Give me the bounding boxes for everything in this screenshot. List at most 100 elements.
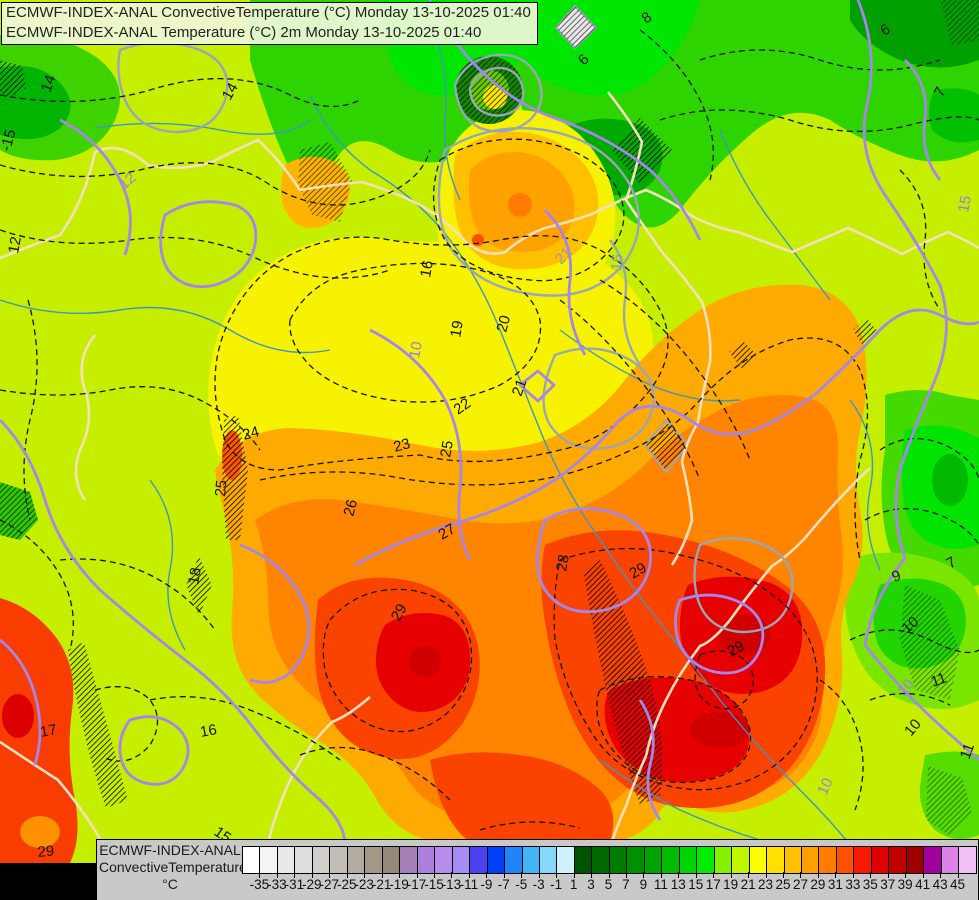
color-scale-labels: -35 -33 -31 -29 -27 -25 -23 -21 -19 -17 -15 -13 -11-… — [242, 877, 975, 895]
legend-tick-label: 41 — [915, 877, 931, 892]
legend-cell — [417, 847, 436, 873]
legend-tick-label: -21 — [371, 877, 392, 892]
legend-cell — [312, 847, 331, 873]
contour-label: 29 — [37, 843, 55, 861]
legend-tick — [835, 872, 837, 878]
legend-cell — [609, 847, 628, 873]
legend-tick-label: -19 — [389, 877, 409, 892]
legend-tick-label: 39 — [897, 877, 913, 892]
map-edge-black-corner — [0, 863, 96, 900]
legend-cell — [435, 847, 453, 873]
legend-tick-label: -3 — [532, 877, 545, 892]
title-line-convective: ECMWF-INDEX-ANAL ConvectiveTemperature (… — [6, 4, 531, 21]
legend-tick — [311, 872, 313, 878]
legend-tick — [748, 872, 750, 878]
legend-tick — [364, 872, 366, 878]
legend-tick-label: -17 — [406, 877, 427, 892]
legend-tick — [503, 872, 505, 878]
contour-label: 20 — [493, 314, 514, 335]
legend-tick — [765, 872, 767, 878]
legend-cell — [470, 847, 488, 873]
color-scale-bar — [242, 846, 977, 874]
legend-tick — [276, 872, 278, 878]
contour-label: 29 — [725, 637, 748, 660]
legend-cell — [330, 847, 348, 873]
legend-tick — [783, 872, 785, 878]
legend-cell — [802, 847, 820, 873]
legend-cell — [906, 847, 925, 873]
legend-tick — [556, 872, 558, 878]
legend-tick — [800, 872, 802, 878]
legend-tick — [905, 872, 907, 878]
legend-tick-label: 37 — [880, 877, 896, 892]
legend-tick — [678, 872, 680, 878]
legend-tick — [381, 872, 383, 878]
legend-tick-label: 31 — [827, 877, 843, 892]
contour-label: -15 — [0, 128, 19, 153]
legend-cell — [592, 847, 610, 873]
gray-contour-lines — [117, 41, 794, 634]
legend-tick-label: 15 — [688, 877, 704, 892]
legend-tick-label: 5 — [604, 877, 613, 892]
contour-label: 28 — [553, 553, 573, 572]
map-title-box: ECMWF-INDEX-ANAL ConvectiveTemperature (… — [1, 2, 538, 45]
legend-cell — [871, 847, 890, 873]
legend-cell — [574, 847, 593, 873]
contour-label: 21 — [509, 377, 531, 398]
contour-label: 10 — [406, 340, 426, 359]
legend-cell — [749, 847, 768, 873]
legend-tick — [433, 872, 435, 878]
contour-label: 10 — [814, 775, 836, 797]
legend-tick-label: -35 — [249, 877, 270, 892]
contour-label: 14 — [219, 80, 242, 103]
legend-cell — [539, 847, 558, 873]
legend-tick — [922, 872, 924, 878]
legend-cell — [400, 847, 418, 873]
contour-label: 26 — [340, 498, 361, 519]
legend-tick-label: 43 — [932, 877, 948, 892]
legend-tick — [591, 872, 593, 878]
legend-tick-label: -15 — [424, 877, 444, 892]
legend-tick — [643, 872, 645, 878]
legend-cell — [365, 847, 383, 873]
purple-contour-lines — [0, 0, 979, 846]
legend-cell — [347, 847, 366, 873]
contour-label: 23 — [392, 435, 413, 456]
legend-cell — [662, 847, 680, 873]
legend-tick-label: -11 — [459, 877, 479, 892]
legend-cell — [487, 847, 506, 873]
contour-label: 25 — [437, 439, 457, 458]
contour-label: 24 — [241, 423, 262, 444]
legend-tick-label: 17 — [705, 877, 721, 892]
contour-label: 17 — [39, 721, 58, 741]
legend-cell — [941, 847, 960, 873]
legend-cell — [819, 847, 837, 873]
legend-cell — [767, 847, 785, 873]
legend-cell — [854, 847, 872, 873]
contour-label: 27 — [436, 520, 459, 543]
legend-cell — [505, 847, 523, 873]
legend-cell — [277, 847, 296, 873]
contour-label: 11 — [957, 741, 978, 761]
legend-tick — [416, 872, 418, 878]
legend-cell — [732, 847, 750, 873]
legend-tick-label: -25 — [336, 877, 357, 892]
contour-label: 18 — [185, 566, 205, 585]
contour-label: 16 — [417, 259, 437, 278]
contour-label: 29 — [627, 559, 650, 582]
legend-tick-label: -31 — [284, 877, 305, 892]
legend-tick-label: 45 — [950, 877, 966, 892]
dashed-contour-lines — [0, 29, 979, 831]
legend-tick — [346, 872, 348, 878]
legend-tick-label: -1 — [550, 877, 563, 892]
legend-tick — [451, 872, 453, 878]
legend-tick-label: 3 — [587, 877, 595, 892]
legend-tick — [957, 872, 959, 878]
legend-text-block: ECMWF-INDEX-ANAL ConvectiveTemperature °… — [99, 842, 247, 893]
legend-tick — [399, 872, 401, 878]
legend-tick — [817, 872, 819, 878]
legend-cell — [679, 847, 698, 873]
legend-cell — [924, 847, 942, 873]
